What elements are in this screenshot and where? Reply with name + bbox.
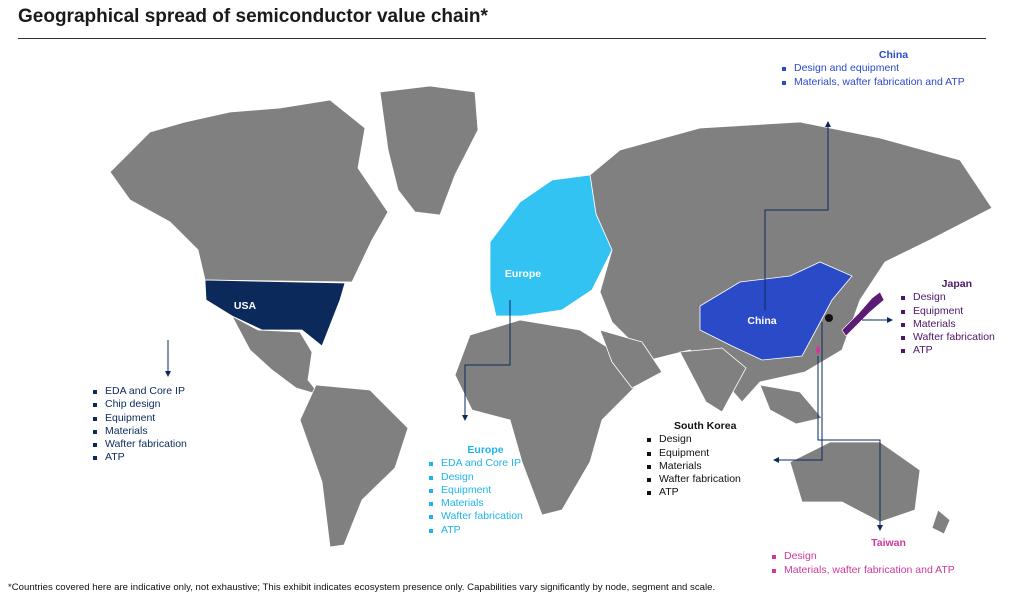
callout-item: Wafter fabrication: [646, 473, 741, 486]
callout-list: Design Equipment Materials Wafter fabricati…: [900, 291, 995, 357]
india: [679, 347, 747, 413]
callout-item: Materials, wafter fabrication and ATP: [771, 564, 1006, 577]
callout-item: ATP: [92, 451, 187, 464]
callout-item: Chip design: [92, 398, 187, 411]
callout: South Korea Design Equipment Materials Wafte…: [646, 420, 741, 500]
callout-heading: Taiwan: [871, 537, 906, 549]
arabia: [599, 329, 663, 389]
callout-item: Equipment: [92, 412, 187, 425]
callout-item: Wafter fabrication: [428, 510, 543, 523]
korea-leader: [773, 322, 823, 463]
europe-leader: [462, 300, 511, 421]
southeast-asia: [759, 384, 823, 425]
new-zealand: [931, 509, 951, 535]
japan-region: [841, 291, 885, 337]
map-label: Europe: [505, 268, 541, 280]
callout-item: Materials, wafter fabrication and ATP: [781, 76, 1006, 89]
callout-list: EDA and Core IP Design Equipment Materials W…: [428, 457, 543, 537]
callout-item: Wafter fabrication: [900, 331, 995, 344]
callout-heading: Japan: [941, 278, 972, 290]
callout-item: Materials: [92, 425, 187, 438]
map-label: China: [747, 315, 776, 327]
callout-item: Design: [428, 471, 543, 484]
callout-item: Design: [771, 550, 1006, 563]
callout-item: Equipment: [900, 305, 995, 318]
callout: Taiwan Design Materials, wafter fabricatio…: [771, 537, 1006, 577]
china-region: [699, 261, 853, 361]
callout-item: ATP: [900, 344, 995, 357]
callout: Japan Design Equipment Materials Wafter fabr…: [900, 278, 995, 358]
greenland: [379, 85, 479, 216]
callout-item: Materials: [428, 497, 543, 510]
callout-item: Materials: [646, 460, 741, 473]
callout-heading: China: [878, 49, 909, 61]
callout: EDA and Core IP Chip design Equipment Mater…: [92, 385, 187, 465]
south-korea-region: [825, 314, 833, 322]
north-america: [109, 99, 389, 283]
callout-item: Wafter fabrication: [92, 438, 187, 451]
callout-list: Design Equipment Materials Wafter fabricati…: [646, 433, 741, 499]
europe-region: [489, 174, 613, 317]
callout-list: Design Materials, wafter fabrication and …: [771, 550, 1006, 577]
callout: Europe EDA and Core IP Design Equipment Mate…: [428, 444, 543, 537]
callout-item: EDA and Core IP: [92, 385, 187, 398]
title: Geographical spread of semiconductor val…: [18, 6, 488, 27]
callout: China Design and equipment Materials, waft…: [781, 49, 1006, 89]
map-label: USA: [234, 300, 257, 312]
callout-item: Design: [646, 433, 741, 446]
title-rule: [18, 38, 986, 39]
south-america: [299, 384, 409, 548]
callout-item: EDA and Core IP: [428, 457, 543, 470]
africa: [454, 319, 641, 516]
callout-item: ATP: [646, 486, 741, 499]
taiwan-region: [816, 346, 820, 354]
callout-heading: South Korea: [674, 420, 737, 432]
callout-item: Equipment: [428, 484, 543, 497]
footnote: *Countries covered here are indicative o…: [8, 582, 716, 593]
usa-region: [204, 279, 346, 347]
taiwan-leader: [817, 356, 883, 531]
callout-list: Design and equipment Materials, wafter fa…: [781, 62, 1006, 89]
callout-item: Materials: [900, 318, 995, 331]
callout-item: ATP: [428, 524, 543, 537]
callout-item: Design: [900, 291, 995, 304]
callout-item: Equipment: [646, 447, 741, 460]
central-america: [231, 315, 322, 396]
callout-item: Design and equipment: [781, 62, 1006, 75]
callout-list: EDA and Core IP Chip design Equipment Mater…: [92, 385, 187, 465]
australia: [789, 441, 921, 523]
asia: [589, 121, 993, 403]
leader-lines: [165, 121, 893, 531]
callout-heading: Europe: [467, 444, 504, 456]
china-leader: [764, 121, 831, 310]
